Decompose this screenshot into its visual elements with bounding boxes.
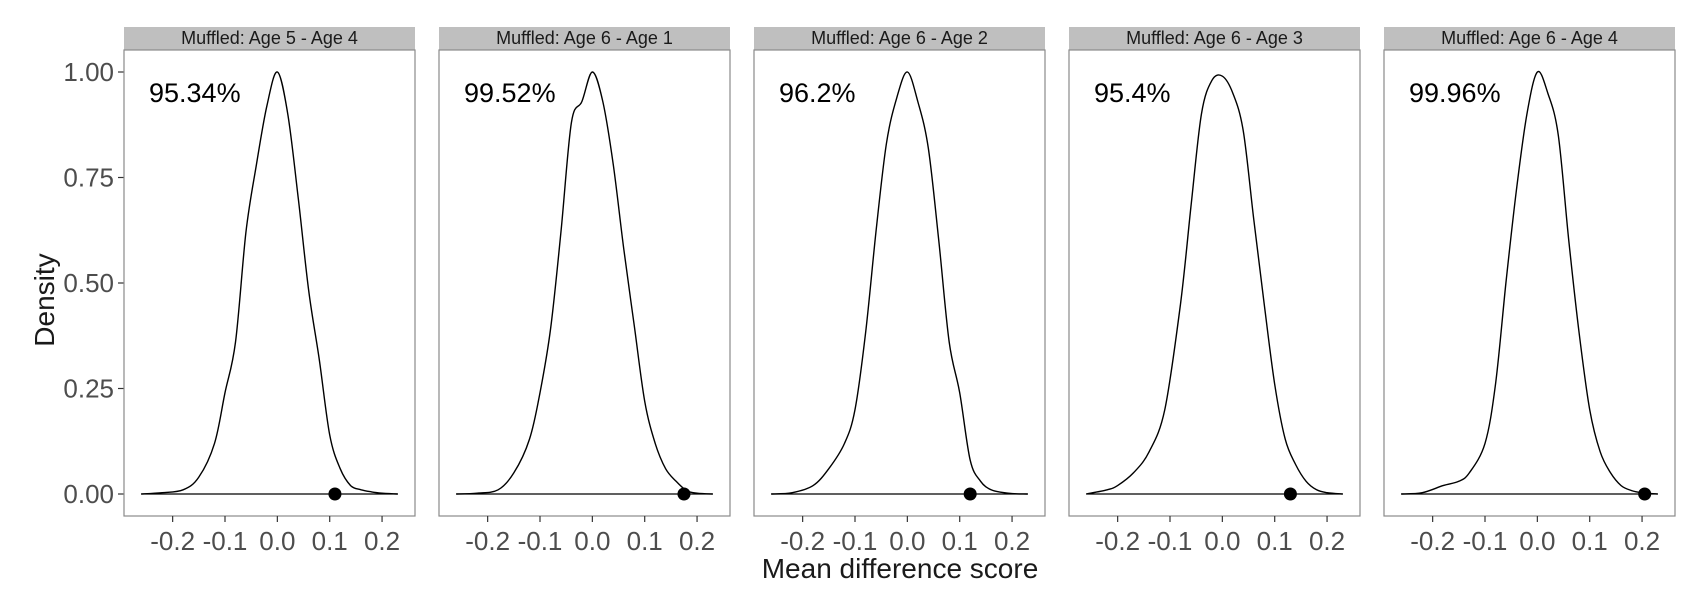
facet-strip [1384,27,1675,50]
percent-label: 95.4% [1094,78,1171,108]
x-tick-label: 0.1 [942,526,978,556]
observed-point [963,487,977,501]
y-axis-title: Density [29,253,60,346]
density-curve [141,71,398,495]
facet-strip-title: Muffled: Age 6 - Age 4 [1441,28,1618,48]
x-tick-label: 0.2 [1309,526,1345,556]
panel-border [438,49,731,517]
x-tick-label: -0.1 [1148,526,1193,556]
panel-border [123,49,416,517]
x-tick-label: 0.2 [364,526,400,556]
percent-label: 95.34% [149,78,241,108]
x-tick-label: -0.2 [780,526,825,556]
x-tick-label: -0.2 [150,526,195,556]
panel-border [753,49,1046,517]
x-tick-label: -0.1 [1463,526,1508,556]
y-tick-label: 1.00 [63,57,114,87]
facet-strip [124,27,415,50]
y-tick-label: 0.75 [63,163,114,193]
x-tick-label: 0.0 [1519,526,1555,556]
facet-strip [1069,27,1360,50]
x-tick-label: 0.1 [312,526,348,556]
y-tick-label: 0.50 [63,268,114,298]
x-tick-label: -0.2 [1095,526,1140,556]
facet-strip [439,27,730,50]
x-tick-label: 0.1 [1572,526,1608,556]
y-axis: 0.00 0.25 0.50 0.75 1.00 [63,57,124,509]
percent-label: 96.2% [779,78,856,108]
percent-label: 99.96% [1409,78,1501,108]
x-tick-label: -0.1 [833,526,878,556]
x-tick-label: -0.1 [203,526,248,556]
x-tick-label: 0.2 [1624,526,1660,556]
observed-point [328,487,342,501]
density-curve [771,71,1028,495]
x-axis-title: Mean difference score [762,553,1039,584]
panel-border [1383,49,1676,517]
x-tick-label: 0.0 [259,526,295,556]
facet-panel: Muffled: Age 6 - Age 2 96.2% -0.2 -0.1 0.0 0.… [753,27,1046,556]
x-tick-label: 0.2 [994,526,1030,556]
density-curve [456,71,713,495]
y-tick-label: 0.00 [63,479,114,509]
x-tick-label: -0.2 [1410,526,1455,556]
panel-border [1068,49,1361,517]
facet-strip-title: Muffled: Age 6 - Age 2 [811,28,988,48]
facet-strip-title: Muffled: Age 5 - Age 4 [181,28,358,48]
x-tick-label: 0.1 [1257,526,1293,556]
facet-strip [754,27,1045,50]
percent-label: 99.52% [464,78,556,108]
density-curve [1401,70,1658,495]
observed-point [1283,487,1297,501]
facet-strip-title: Muffled: Age 6 - Age 3 [1126,28,1303,48]
density-curve [1086,74,1343,495]
observed-point [677,487,691,501]
facet-panel: Muffled: Age 6 - Age 3 95.4% -0.2 -0.1 0.0 0.… [1068,27,1361,556]
x-tick-label: 0.0 [889,526,925,556]
x-tick-label: 0.0 [1204,526,1240,556]
observed-point [1638,487,1652,501]
facet-strip-title: Muffled: Age 6 - Age 1 [496,28,673,48]
x-tick-label: -0.1 [518,526,563,556]
facet-panel: Muffled: Age 5 - Age 4 95.34% -0.2 -0.1 0.0 0… [123,27,416,556]
facet-panels: Muffled: Age 5 - Age 4 95.34% -0.2 -0.1 0.0 0… [123,27,1676,556]
x-tick-label: -0.2 [465,526,510,556]
y-tick-label: 0.25 [63,374,114,404]
x-tick-label: 0.2 [679,526,715,556]
facet-panel: Muffled: Age 6 - Age 4 99.96% -0.2 -0.1 0.0 0… [1383,27,1676,556]
x-tick-label: 0.0 [574,526,610,556]
facet-panel: Muffled: Age 6 - Age 1 99.52% -0.2 -0.1 0.0 0… [438,27,731,556]
x-tick-label: 0.1 [627,526,663,556]
